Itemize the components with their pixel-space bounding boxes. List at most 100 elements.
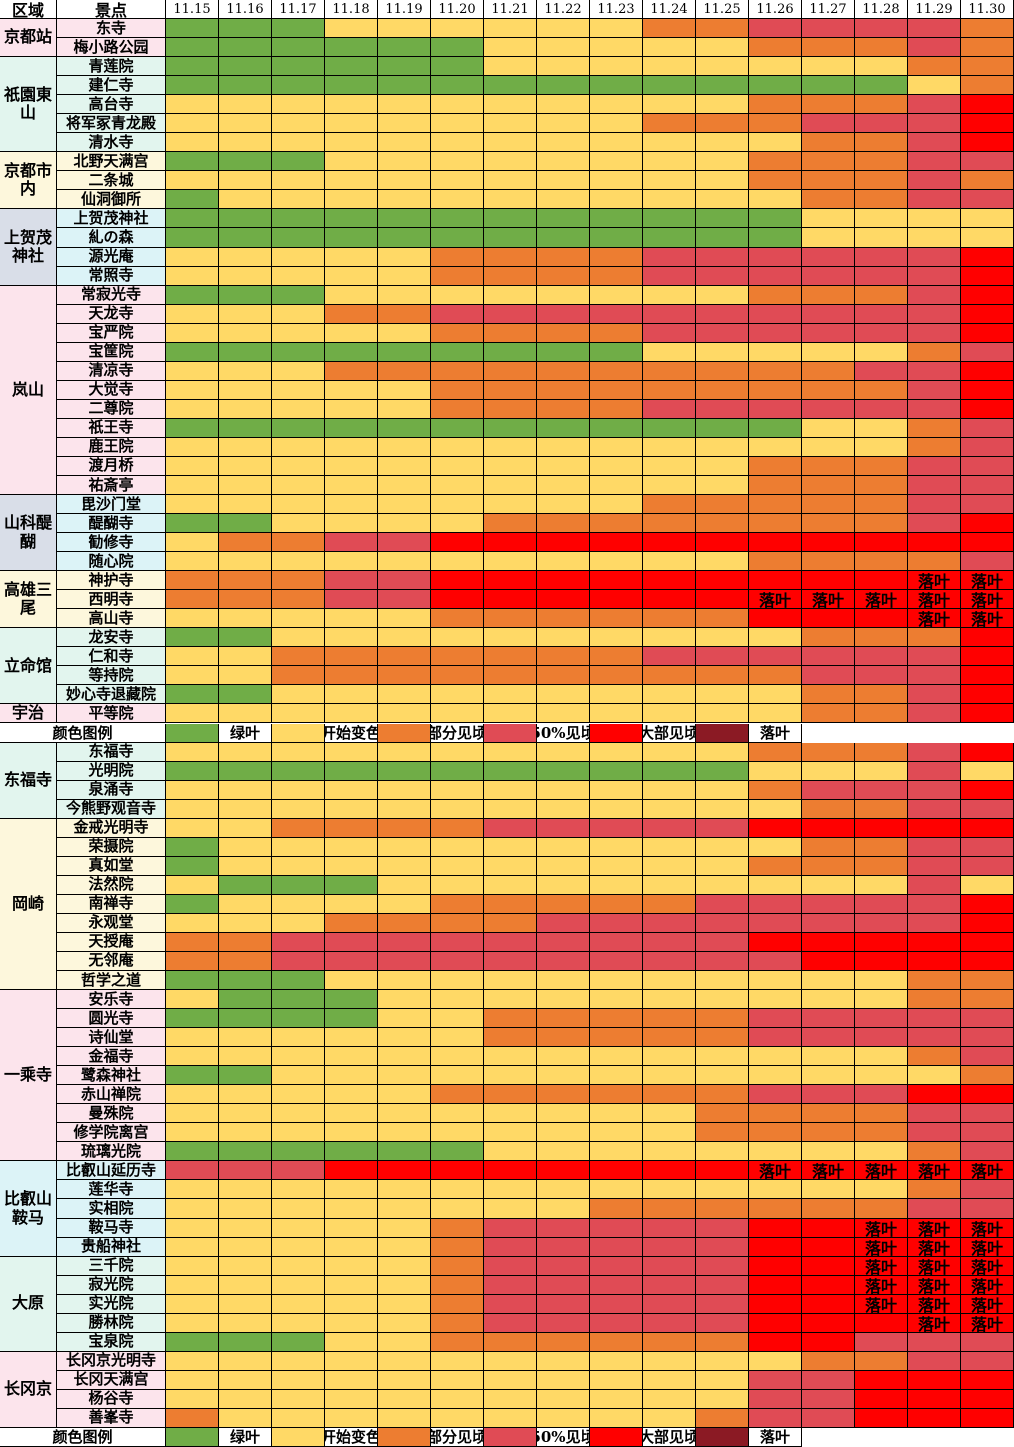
heat-cell [325,552,378,572]
heat-cell [749,1351,802,1371]
heat-cell [643,1332,696,1352]
spot-label: 宝泉院 [57,1332,166,1352]
heat-cell [802,437,855,457]
heat-cell [219,932,272,952]
heat-cell [590,1085,643,1105]
heat-cell [325,913,378,933]
spot-label: 泉涌寺 [57,780,166,800]
heat-cell [537,380,590,400]
heat-cell [802,418,855,438]
heat-cell [484,951,537,971]
spot-label: 荣摄院 [57,837,166,857]
heat-cell [696,114,749,134]
heat-cell: 落叶 [908,1237,961,1257]
heat-cell [431,495,484,515]
heat-cell [590,609,643,629]
heat-cell [484,456,537,476]
heat-cell [325,571,378,591]
heat-cell [272,285,325,305]
heat-cell [378,380,431,400]
heat-cell [802,1180,855,1200]
heat-cell [590,171,643,191]
heat-cell [484,799,537,819]
heat-cell: 落叶 [908,590,961,610]
heat-cell [325,990,378,1010]
legend-label: 落叶 [749,1427,802,1447]
heat-cell [908,742,961,762]
heat-cell [325,1237,378,1257]
heat-cell [537,647,590,667]
heat-cell [325,875,378,895]
heat-cell [219,1161,272,1181]
heat-cell [431,971,484,991]
heat-cell [802,1256,855,1276]
heat-cell [378,1161,431,1181]
heat-cell [855,1313,908,1333]
heat-cell [166,609,219,629]
date-header: 11.22 [537,0,590,20]
heat-cell [166,761,219,781]
heat-cell [272,323,325,343]
heat-cell [855,990,908,1010]
heat-cell [802,285,855,305]
heat-cell [484,971,537,991]
heat-cell [855,837,908,857]
spot-label: 真如堂 [57,856,166,876]
heat-cell [961,818,1014,838]
heat-cell [378,38,431,58]
spot-label: 二尊院 [57,399,166,419]
heat-cell [643,1408,696,1428]
heat-cell [590,1047,643,1067]
heat-cell [961,875,1014,895]
heat-cell [643,1389,696,1409]
legend-swatch [166,723,219,743]
spot-label: 青莲院 [57,57,166,77]
heat-cell [643,1370,696,1390]
heat-cell [537,361,590,381]
spot-label: 祐斎亭 [57,475,166,496]
heat-cell [802,609,855,629]
legend-title: 颜色图例 [0,1427,166,1447]
heat-cell [166,1294,219,1314]
heat-cell [908,666,961,686]
heat-cell [908,990,961,1010]
heat-cell [431,1161,484,1181]
heat-cell [378,742,431,762]
legend-label: 部分见顷 [431,723,484,743]
heat-cell [219,266,272,286]
heat-cell [590,304,643,324]
heat-cell [855,647,908,667]
heat-cell [219,1028,272,1048]
heat-cell [272,932,325,952]
heat-cell [484,647,537,667]
heat-cell [855,323,908,343]
heat-cell [537,1047,590,1067]
heat-cell [484,19,537,39]
heat-cell [961,913,1014,933]
heat-cell [484,247,537,267]
heat-cell [802,628,855,648]
heat-cell [431,1256,484,1276]
heat-cell [855,1009,908,1029]
heat-cell [749,209,802,229]
heat-cell [537,323,590,343]
heat-cell [961,475,1014,496]
heat-cell [908,361,961,381]
heat-cell [643,228,696,248]
heat-cell [696,76,749,96]
heat-cell [749,1009,802,1029]
heat-cell [484,1218,537,1238]
heat-cell [272,456,325,476]
heat-cell: 落叶 [961,590,1014,610]
heat-cell [219,913,272,933]
heat-cell [961,38,1014,58]
heat-cell [696,951,749,971]
heat-cell [802,913,855,933]
date-header: 11.29 [908,0,961,20]
heat-cell [219,1275,272,1295]
heat-cell [166,1313,219,1333]
heat-cell [219,818,272,838]
legend-swatch [166,1427,219,1447]
heat-cell [378,856,431,876]
heat-cell [590,990,643,1010]
